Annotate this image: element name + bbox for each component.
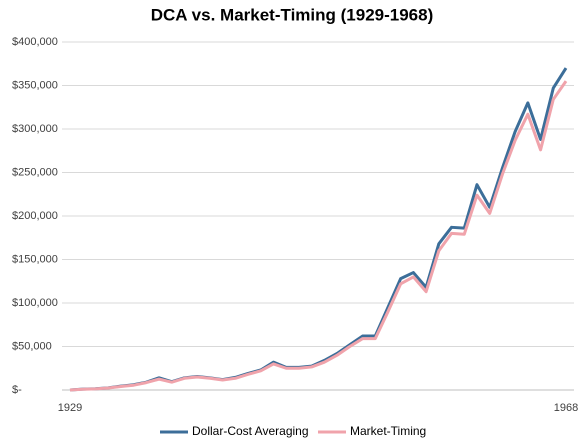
y-tick-label: $250,000 — [12, 166, 58, 178]
legend-label: Market-Timing — [350, 424, 426, 438]
chart-title: DCA vs. Market-Timing (1929-1968) — [151, 5, 434, 24]
y-tick-label: $350,000 — [12, 79, 58, 91]
y-tick-label: $300,000 — [12, 123, 58, 135]
data-line — [69, 80, 568, 392]
y-tick-label: $200,000 — [12, 210, 58, 222]
data-line — [69, 67, 568, 392]
legend-label: Dollar-Cost Averaging — [192, 424, 309, 438]
x-tick-label: 1968 — [554, 402, 578, 414]
y-tick-label: $150,000 — [12, 253, 58, 265]
y-tick-label: $400,000 — [12, 36, 58, 48]
y-tick-label: $100,000 — [12, 297, 58, 309]
y-tick-label: $50,000 — [12, 340, 52, 352]
y-tick-label: $- — [12, 384, 22, 396]
x-tick-label: 1929 — [58, 402, 82, 414]
